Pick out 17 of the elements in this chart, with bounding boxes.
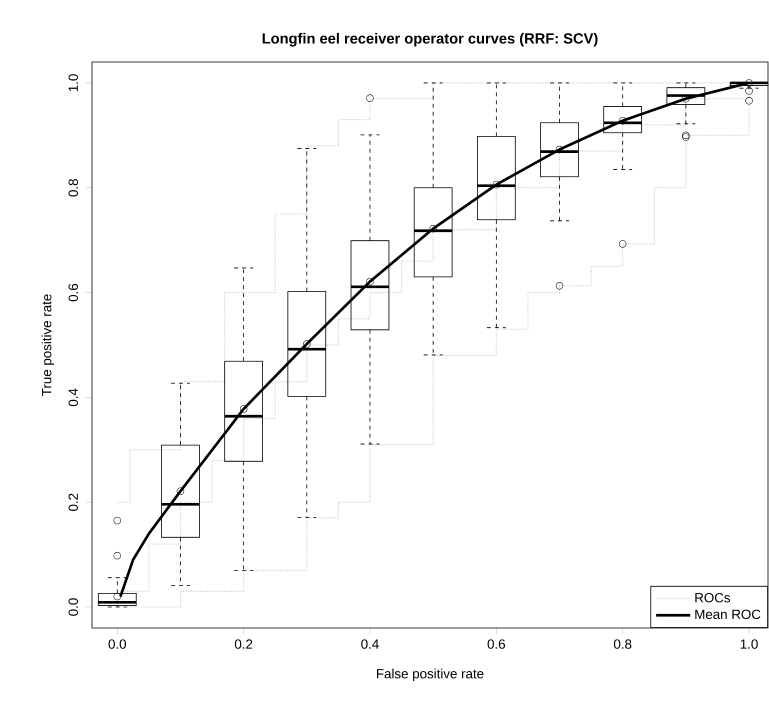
legend-label: ROCs (695, 592, 730, 602)
x-tick-label: 0.2 (234, 639, 252, 649)
y-tick-label: 0.2 (68, 494, 78, 511)
x-tick-label: 0.6 (488, 639, 506, 649)
x-tick-label: 0.8 (614, 639, 632, 649)
y-tick-label: 0.0 (68, 598, 78, 616)
y-tick-label: 1.0 (68, 74, 78, 92)
y-tick-label: 0.6 (68, 284, 78, 302)
x-tick-label: 1.0 (740, 639, 758, 649)
y-tick-label: 0.8 (68, 179, 78, 197)
chart-title: Longfin eel receiver operator curves (RRF: SCV) (262, 32, 598, 47)
legend-label: Mean ROC (695, 610, 760, 620)
y-tick-label: 0.4 (68, 388, 78, 406)
y-axis-title: True positive rate (42, 294, 54, 396)
x-axis-title: False positive rate (376, 668, 484, 682)
x-tick-label: 0.4 (361, 639, 379, 649)
x-tick-label: 0.0 (108, 639, 126, 649)
